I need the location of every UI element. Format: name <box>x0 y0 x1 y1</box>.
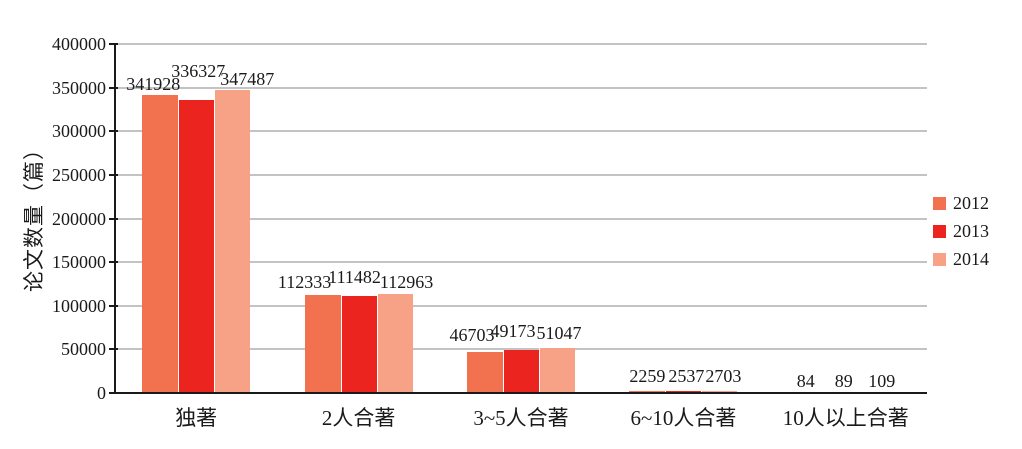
value-label: 2537 <box>668 365 705 386</box>
y-tick-label: 250000 <box>52 164 106 185</box>
legend-label: 2014 <box>953 249 989 269</box>
value-label: 112333 <box>277 272 332 292</box>
category-label: 3~5人合著 <box>473 406 569 430</box>
category-label: 2人合著 <box>321 406 396 430</box>
legend-label: 2012 <box>953 193 989 213</box>
bar-2013 <box>665 390 702 393</box>
y-tick-label: 400000 <box>52 34 106 54</box>
category-label: 独著 <box>175 406 218 430</box>
gridline <box>115 86 927 89</box>
legend-swatch-icon <box>933 253 946 266</box>
value-label: 112963 <box>379 272 434 293</box>
category-label: 10人以上合著 <box>782 406 909 430</box>
value-label: 2259 <box>629 366 666 387</box>
value-label: 49173 <box>490 321 536 342</box>
gridline <box>115 130 927 133</box>
y-tick-mark <box>109 43 118 45</box>
plot-area: 341928 336327 347487 112333 111482 112963 4670… <box>114 43 927 394</box>
bar-2013 <box>340 295 377 393</box>
value-label: 51047 <box>536 323 582 344</box>
bar-2012 <box>467 352 503 393</box>
y-tick-mark <box>109 130 118 133</box>
legend-swatch-icon <box>933 197 946 210</box>
y-tick-mark <box>109 348 118 351</box>
y-tick-mark <box>109 392 118 394</box>
value-label: 2703 <box>705 365 742 386</box>
legend-label: 2013 <box>953 221 989 241</box>
bar-2012 <box>142 94 179 393</box>
y-tick-label: 0 <box>97 383 106 403</box>
gridline <box>115 173 927 176</box>
y-tick-mark <box>109 86 118 89</box>
y-tick-mark <box>109 217 118 220</box>
value-label: 89 <box>834 370 853 391</box>
gridline <box>115 217 927 220</box>
legend-item-2012: 2012 <box>933 193 989 213</box>
value-label: 109 <box>868 370 896 391</box>
legend-item-2013: 2013 <box>933 221 989 241</box>
y-tick-label: 50000 <box>61 339 106 360</box>
bar-2012 <box>304 295 341 393</box>
y-tick-label: 100000 <box>52 295 106 316</box>
bar-2014 <box>376 294 413 393</box>
gridline <box>115 261 927 264</box>
gridline <box>115 348 927 351</box>
legend-item-2014: 2014 <box>933 249 989 269</box>
bar-2014 <box>214 89 251 393</box>
y-tick-mark <box>109 261 118 264</box>
y-tick-mark <box>109 304 118 307</box>
gridline <box>115 43 927 45</box>
gridline <box>115 304 927 307</box>
category-label: 6~10人合著 <box>630 406 737 430</box>
value-label: 46703 <box>449 325 495 346</box>
value-label: 336327 <box>171 60 226 81</box>
value-label: 341928 <box>126 73 181 94</box>
y-tick-mark <box>109 173 118 176</box>
y-tick-label: 150000 <box>52 252 106 273</box>
bar-2013 <box>503 350 539 393</box>
bar-2013 <box>178 99 215 393</box>
bar-2014 <box>539 348 575 393</box>
y-tick-label: 350000 <box>52 77 106 98</box>
y-tick-label: 200000 <box>52 208 106 229</box>
y-tick-label: 300000 <box>52 121 106 142</box>
value-label: 111482 <box>328 266 381 287</box>
value-label: 347487 <box>220 68 275 89</box>
value-label: 84 <box>796 370 815 391</box>
legend-swatch-icon <box>933 225 946 238</box>
legend: 2012 2013 2014 <box>933 193 989 281</box>
x-axis-line <box>114 392 927 394</box>
bar-2014 <box>701 390 738 393</box>
